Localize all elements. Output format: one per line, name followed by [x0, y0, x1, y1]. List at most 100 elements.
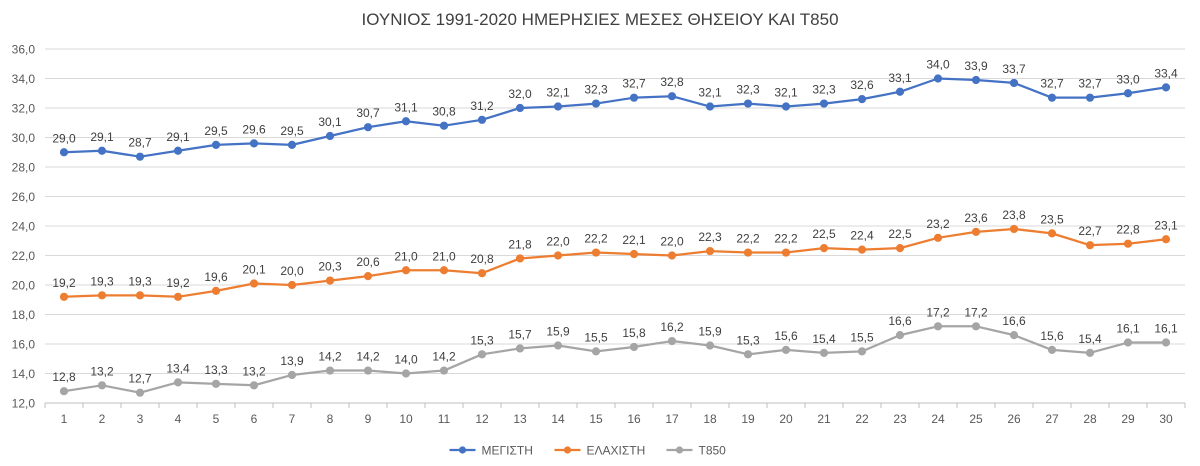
data-label: 32,3 [584, 83, 608, 97]
x-tick-label: 29 [1121, 412, 1135, 426]
x-tick-label: 6 [251, 412, 258, 426]
data-point [1123, 89, 1133, 98]
data-point [971, 322, 981, 331]
data-label: 16,2 [660, 320, 684, 334]
data-label: 20,8 [470, 252, 494, 266]
data-point [629, 342, 639, 352]
y-tick-label: 16,0 [12, 338, 36, 352]
data-label: 16,1 [1116, 322, 1140, 336]
legend: ΜΕΓΙΣΤΗ ΕΛΑΧΙΣΤΗ Τ850 [449, 444, 726, 458]
data-point [477, 115, 487, 124]
data-point [135, 388, 145, 397]
data-label: 23,2 [926, 217, 950, 231]
data-label: 32,7 [1078, 77, 1102, 91]
x-tick-label: 15 [589, 412, 603, 426]
data-label: 33,7 [1002, 62, 1026, 76]
y-tick-label: 14,0 [12, 367, 36, 381]
data-label: 32,3 [812, 83, 836, 97]
data-point [667, 251, 677, 260]
x-tick-label: 13 [513, 412, 527, 426]
data-label: 13,4 [166, 361, 190, 375]
data-point [591, 248, 601, 257]
data-label: 23,1 [1154, 218, 1178, 232]
data-point [173, 146, 183, 155]
x-tick-label: 28 [1083, 412, 1097, 426]
data-point [439, 121, 449, 130]
data-point [477, 269, 487, 278]
data-point [439, 266, 449, 275]
data-label: 15,9 [698, 324, 722, 338]
x-tick-label: 20 [779, 412, 793, 426]
data-point [1161, 338, 1171, 347]
x-tick-label: 2 [99, 412, 106, 426]
x-tick-label: 21 [817, 412, 831, 426]
data-label: 14,2 [356, 350, 380, 364]
legend-marker [675, 446, 684, 454]
data-label: 16,6 [1002, 314, 1026, 328]
data-point [705, 102, 715, 111]
x-tick-label: 27 [1045, 412, 1059, 426]
data-point [1123, 239, 1133, 248]
x-tick-label: 22 [855, 412, 869, 426]
data-label: 22,5 [812, 227, 836, 241]
legend-entry: Τ850 [666, 444, 726, 458]
data-label: 19,3 [128, 274, 152, 288]
data-point [743, 99, 753, 108]
data-label: 32,1 [698, 86, 722, 100]
x-tick-label: 11 [438, 412, 451, 426]
series-line [63, 325, 1166, 394]
data-label: 15,3 [470, 333, 494, 347]
data-point [971, 227, 981, 236]
data-point [135, 152, 145, 161]
data-label: 20,3 [318, 260, 342, 274]
x-tick-label: 19 [741, 412, 755, 426]
data-point [667, 336, 677, 346]
x-axis: 1 2 3 4 5 6 7 8 9 10 11 12 13 14 15 16 17 18 19 20 21 22 23 24 2… [44, 403, 1186, 426]
data-point [211, 379, 221, 388]
data-point [1085, 348, 1095, 357]
data-label: 15,3 [736, 333, 760, 347]
data-label: 15,4 [1078, 332, 1102, 346]
data-point [477, 350, 487, 359]
x-tick-label: 17 [665, 412, 679, 426]
legend-label: ΜΕΓΙΣΤΗ [482, 444, 533, 458]
x-tick-label: 10 [399, 412, 413, 426]
data-label: 16,6 [888, 314, 912, 328]
data-label: 22,2 [736, 232, 760, 246]
data-label: 19,2 [52, 276, 76, 290]
data-point [1047, 229, 1057, 238]
data-point [819, 244, 829, 253]
legend-marker [458, 446, 467, 454]
data-point [211, 140, 221, 149]
data-label: 13,9 [280, 354, 304, 368]
x-tick-label: 9 [365, 412, 372, 426]
data-label: 29,1 [166, 130, 190, 144]
data-point [743, 248, 753, 257]
data-label: 33,9 [964, 59, 988, 73]
data-point [515, 344, 525, 353]
data-label: 23,8 [1002, 208, 1026, 222]
data-label: 12,7 [128, 372, 152, 386]
data-point [401, 369, 411, 378]
data-point [1047, 93, 1057, 102]
data-point [59, 292, 69, 301]
data-label: 17,2 [964, 305, 988, 319]
y-tick-label: 22,0 [12, 249, 36, 263]
data-point [173, 378, 183, 387]
data-point [97, 381, 107, 390]
data-point [287, 140, 297, 149]
data-label: 31,1 [394, 100, 418, 114]
y-tick-label: 34,0 [12, 72, 36, 86]
data-point [553, 251, 563, 260]
data-label: 19,6 [204, 270, 228, 284]
data-label: 31,2 [470, 99, 494, 113]
series-layer: 29,0 29,1 28,7 29,1 29,5 29,6 29,5 30,1 30,7 31,1… [52, 58, 1178, 397]
data-label: 32,1 [546, 86, 570, 100]
data-point [895, 244, 905, 253]
data-label: 30,8 [432, 105, 456, 119]
data-label: 30,7 [356, 106, 380, 120]
data-label: 16,1 [1154, 322, 1178, 336]
x-tick-label: 26 [1007, 412, 1021, 426]
y-tick-label: 24,0 [12, 220, 36, 234]
